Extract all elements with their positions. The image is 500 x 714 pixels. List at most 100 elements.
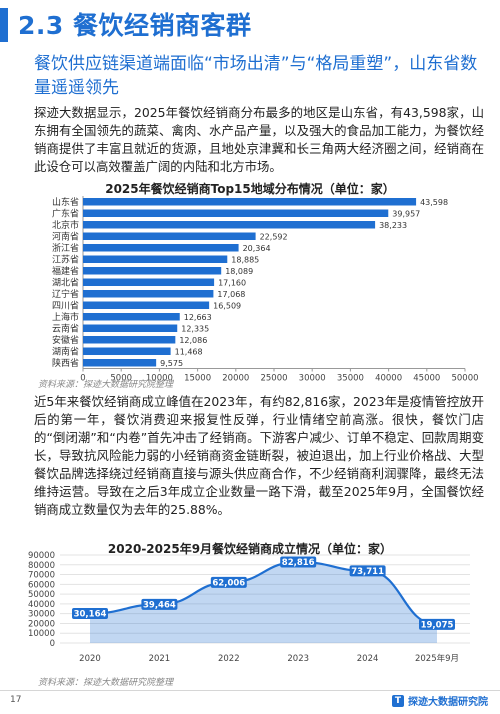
area-y-tick-label: 0	[50, 639, 55, 649]
bar-category-label: 广东省	[52, 207, 79, 219]
bar	[83, 244, 239, 252]
bar-x-tick-label: 35000	[337, 374, 364, 384]
footer-brand: T 探迹大数据研究院	[392, 693, 488, 708]
bar-value-label: 16,509	[213, 301, 241, 310]
bar-category-label: 江苏省	[52, 253, 79, 265]
bar-value-label: 43,598	[420, 198, 448, 207]
bar-category-label: 福建省	[52, 265, 79, 277]
footer-divider	[0, 690, 500, 691]
bar-value-label: 17,160	[218, 278, 246, 287]
area-x-tick-label: 2023	[287, 654, 309, 664]
area-chart-establishment: 0100002000030000400005000060000700008000…	[28, 551, 470, 664]
bar-value-label: 17,068	[217, 290, 245, 299]
bar-category-label: 河南省	[52, 230, 79, 242]
bar-x-tick-label: 5000	[110, 374, 132, 384]
area-value-badge	[72, 608, 108, 620]
bar-x-tick-label: 30000	[299, 374, 326, 384]
area-value-badge	[141, 598, 178, 610]
source-note-2: 资料来源：探迹大数据研究院整理	[38, 678, 174, 688]
bar	[83, 347, 171, 355]
area-value-badge	[349, 565, 386, 577]
bar	[83, 255, 228, 263]
brand-name: 探迹大数据研究院	[408, 697, 488, 708]
bar-value-label: 22,592	[260, 232, 288, 241]
section-subtitle: 餐饮供应链渠道端面临“市场出清”与“格局重塑”，山东省数量遥遥领先	[34, 54, 478, 98]
bar	[83, 221, 376, 229]
bar-value-label: 18,885	[231, 255, 259, 264]
area-x-tick-label: 2020	[79, 654, 101, 664]
area-y-tick-label: 10000	[28, 629, 55, 639]
bar	[83, 359, 157, 367]
area-y-tick-label: 50000	[28, 590, 55, 600]
bar	[83, 198, 417, 206]
brand-logo-icon: T	[392, 694, 404, 707]
area-y-tick-label: 70000	[28, 571, 55, 581]
bar	[83, 336, 176, 344]
bar-chart-title: 2025年餐饮经销商Top15地域分布情况（单位：家）	[105, 182, 395, 196]
area-value-label: 82,816	[282, 558, 315, 568]
area-y-tick-label: 80000	[28, 561, 55, 571]
area-x-tick-label: 2021	[149, 654, 171, 664]
bar-value-label: 18,089	[225, 267, 253, 276]
bar	[83, 209, 389, 217]
area-x-tick-label: 2024	[357, 654, 379, 664]
bar-x-tick-label: 20000	[222, 374, 249, 384]
bar-category-label: 云南省	[52, 322, 79, 334]
bar-category-label: 湖北省	[52, 276, 79, 288]
bar	[83, 324, 178, 332]
bar-category-label: 上海市	[52, 311, 79, 323]
source-note-1: 资料来源：探迹大数据研究院整理	[38, 380, 174, 390]
area-value-label: 62,006	[212, 578, 245, 588]
area-value-label: 39,464	[143, 600, 176, 610]
area-value-badge	[280, 556, 317, 568]
paragraph-establishment-trend: 近5年来餐饮经销商成立峰值在2023年，有约82,816家，2023年是疫情管控…	[34, 394, 484, 517]
area-chart-title: 2020-2025年9月餐饮经销商成立情况（单位：家）	[107, 542, 393, 556]
bar-x-tick-label: 50000	[451, 374, 478, 384]
bar-value-label: 12,335	[181, 324, 209, 333]
area-value-badge	[210, 576, 247, 588]
area-value-label: 30,164	[74, 610, 107, 620]
area-value-badge	[419, 618, 455, 630]
bar	[83, 301, 210, 309]
bar-category-label: 湖南省	[52, 345, 79, 357]
page-number: 17	[10, 695, 22, 705]
bar-value-label: 11,468	[175, 347, 203, 356]
bar	[83, 290, 214, 298]
bar-category-label: 北京市	[52, 219, 79, 231]
bar-chart-region: 山东省 43,598 广东省 39,957 北京市 38,233 河南省 22,592 浙江省 2…	[52, 196, 479, 384]
bar-value-label: 20,364	[243, 244, 271, 253]
bar-category-label: 安徽省	[52, 334, 79, 346]
area-x-tick-label: 2022	[218, 654, 240, 664]
area-fill	[90, 562, 437, 643]
bar-value-label: 12,663	[184, 313, 212, 322]
bar-x-tick-label: 40000	[375, 374, 402, 384]
area-y-tick-label: 30000	[28, 610, 55, 620]
bar-category-label: 山东省	[52, 196, 79, 208]
bar	[83, 267, 222, 275]
bar-x-tick-label: 0	[80, 374, 85, 384]
section-title: 2.3 餐饮经销商客群	[18, 11, 252, 40]
bar	[83, 313, 180, 321]
area-y-tick-label: 20000	[28, 619, 55, 629]
bar-x-tick-label: 15000	[184, 374, 211, 384]
area-y-tick-label: 60000	[28, 580, 55, 590]
area-x-tick-label: 2025年9月	[415, 653, 459, 664]
bar	[83, 278, 215, 286]
bar-x-tick-label: 10000	[146, 374, 173, 384]
paragraph-region-distribution: 探迹大数据显示，2025年餐饮经销商分布最多的地区是山东省，有43,598家，山…	[34, 105, 484, 174]
area-value-label: 19,075	[421, 620, 454, 630]
bar-category-label: 四川省	[52, 299, 79, 311]
area-y-tick-label: 90000	[28, 551, 55, 561]
bar-value-label: 12,086	[179, 336, 207, 345]
bar-category-label: 陕西省	[52, 357, 79, 369]
bar-x-tick-label: 45000	[413, 374, 440, 384]
bar	[83, 232, 256, 240]
area-y-tick-label: 40000	[28, 600, 55, 610]
bar-value-label: 39,957	[392, 209, 420, 218]
bar-x-tick-label: 25000	[260, 374, 287, 384]
bar-category-label: 辽宁省	[52, 288, 79, 300]
bar-value-label: 9,575	[160, 359, 183, 368]
area-value-label: 73,711	[351, 567, 384, 577]
title-accent-bar	[0, 8, 8, 42]
bar-category-label: 浙江省	[52, 242, 79, 254]
